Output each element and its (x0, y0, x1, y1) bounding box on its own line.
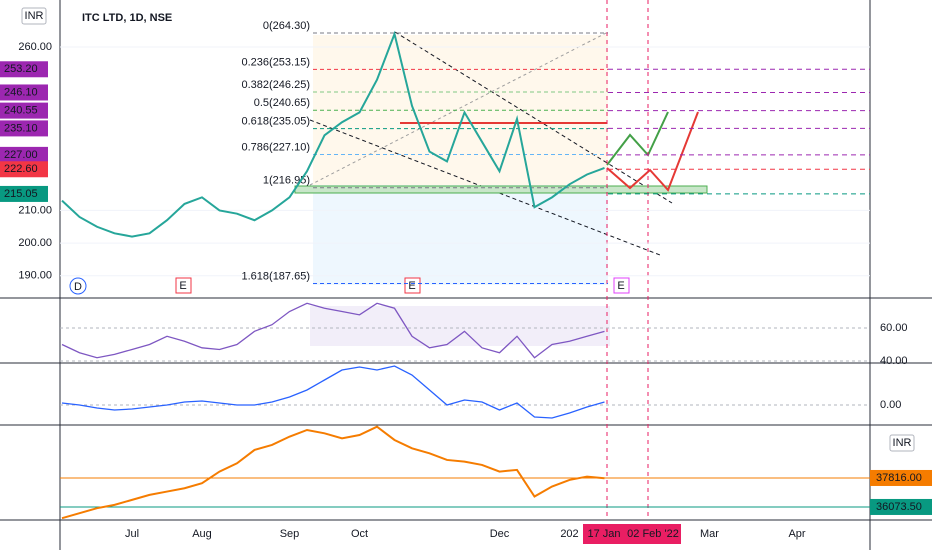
y-tick-label: 190.00 (18, 270, 52, 282)
y-tick-label: 60.00 (880, 322, 908, 334)
fib-label: 1.618(187.65) (242, 270, 311, 282)
trend-line (309, 31, 609, 186)
x-tick-label: Mar (700, 528, 719, 540)
price-label: 215.05 (4, 188, 38, 200)
support-zone (294, 185, 708, 194)
event-marker: E (179, 280, 186, 292)
price-label: 222.60 (4, 163, 38, 175)
currency: INR (893, 437, 912, 449)
currency-badge (889, 434, 915, 452)
price-badge (870, 498, 932, 515)
price-label: 253.20 (4, 63, 38, 75)
x-tick-label: Dec (490, 528, 510, 540)
y-tick-label: 40.00 (880, 355, 908, 367)
event-badge (613, 277, 630, 294)
event-marker: D (74, 281, 82, 293)
price-badge (0, 185, 48, 202)
price-badge (0, 120, 48, 137)
rsi-band (310, 306, 610, 346)
price-badge (0, 61, 48, 78)
price-badge (0, 102, 48, 119)
date-marker: 17 Jan (587, 528, 620, 540)
event-marker: E (617, 280, 624, 292)
x-tick-label: Jul (125, 528, 139, 540)
price-badge (0, 161, 48, 178)
event-badge (175, 277, 192, 294)
y-tick-label: 200.00 (18, 237, 52, 249)
price-label: 36073.50 (876, 501, 922, 513)
fib-label: 0.5(240.65) (254, 97, 310, 109)
price-badge (0, 84, 48, 101)
event-badge (69, 277, 87, 295)
x-tick-label: Apr (788, 528, 805, 540)
price-label: 246.10 (4, 86, 38, 98)
fib-label: 0.382(246.25) (242, 79, 311, 91)
projection (606, 111, 699, 192)
price-badge (870, 469, 932, 486)
x-tick-label: Oct (351, 528, 368, 540)
x-tick-label: Aug (192, 528, 212, 540)
y-tick-label: 260.00 (18, 41, 52, 53)
fib-label: 0.618(235.05) (242, 115, 311, 127)
price-label: 235.10 (4, 122, 38, 134)
event-badge (404, 277, 421, 294)
currency-badge (21, 7, 47, 25)
series-line (61, 302, 605, 359)
x-tick-label: 202 (560, 528, 578, 540)
y-tick-label: 0.00 (880, 399, 901, 411)
price-label: 227.00 (4, 149, 38, 161)
fib-zone (313, 185, 608, 285)
y-tick-label: 210.00 (18, 204, 52, 216)
event-marker: E (408, 280, 415, 292)
currency: INR (25, 10, 44, 22)
chart-title: ITC LTD, 1D, NSE (82, 12, 172, 24)
date-marker: 02 Feb '22 (627, 528, 679, 540)
date-badge (583, 524, 625, 544)
date-badge (625, 524, 681, 544)
series-line (61, 365, 605, 419)
series-line (61, 30, 605, 238)
price-label: 240.55 (4, 105, 38, 117)
price-badge (0, 146, 48, 163)
price-label: 37816.00 (876, 472, 922, 484)
fib-label: 0.236(253.15) (242, 56, 311, 68)
fib-label: 0(264.30) (263, 20, 310, 32)
series-line (61, 425, 605, 520)
fib-label: 0.786(227.10) (242, 141, 311, 153)
trend-line (394, 31, 673, 204)
projection (606, 111, 669, 166)
x-tick-label: Sep (280, 528, 300, 540)
